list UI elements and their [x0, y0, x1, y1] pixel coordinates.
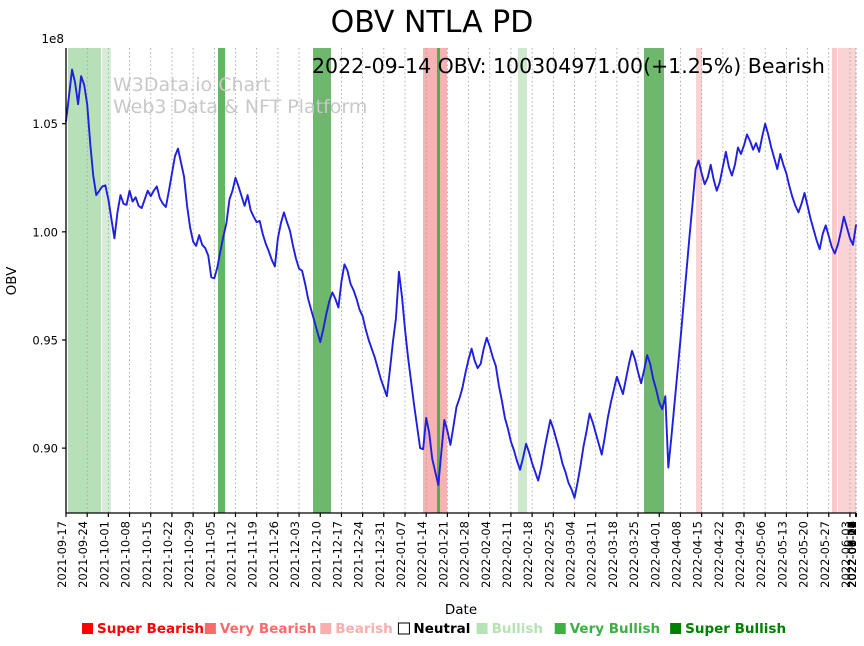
legend-label[interactable]: Bearish — [335, 621, 393, 637]
x-tick-label: 2022-06-10 — [845, 521, 859, 588]
x-tick-label: 2022-08-05 — [845, 521, 859, 588]
x-tick-label: 2021-11-26 — [267, 521, 281, 588]
legend-label[interactable]: Very Bullish — [570, 621, 660, 637]
sentiment-band — [437, 48, 440, 513]
x-tick-label: 2021-11-12 — [225, 521, 239, 588]
x-tick-label: 2022-01-14 — [415, 521, 429, 588]
sentiment-band — [644, 48, 664, 513]
legend-label[interactable]: Very Bearish — [220, 621, 317, 637]
x-tick-label: 2022-06-03 — [839, 521, 853, 588]
x-tick-label: 2022-09-02 — [845, 521, 859, 588]
x-tick-label: 2021-10-01 — [97, 521, 111, 588]
x-tick-label: 2022-02-18 — [521, 521, 535, 588]
y-tick-label: 1.00 — [32, 225, 58, 239]
sentiment-band — [838, 48, 856, 513]
x-axis-ticks: 2021-09-17 2021-09-24 2021-10-01 2021-10-08… — [55, 513, 859, 588]
x-tick-label: 2022-01-28 — [458, 521, 472, 588]
x-tick-label: 2022-08-12 — [845, 521, 859, 588]
x-tick-label: 2022-04-08 — [669, 521, 683, 588]
x-tick-label: 2022-05-20 — [797, 521, 811, 588]
x-tick-label: 2022-02-25 — [542, 521, 556, 588]
x-tick-label: 2021-12-24 — [352, 521, 366, 588]
sentiment-legend[interactable]: Super Bearish Very Bearish Bearish Neutral B… — [82, 621, 786, 637]
legend-swatch[interactable] — [554, 623, 566, 634]
obv-series-line — [65, 68, 857, 499]
sentiment-band — [68, 48, 101, 513]
x-tick-label: 2022-04-15 — [691, 521, 705, 588]
x-tick-label: 2022-07-22 — [845, 521, 859, 588]
x-tick-label: 2021-11-05 — [203, 521, 217, 588]
legend-label[interactable]: Super Bullish — [685, 621, 786, 637]
legend-swatch[interactable] — [320, 623, 332, 634]
watermark-line-1: W3Data.io Chart — [113, 74, 270, 96]
y-tick-label: 0.90 — [32, 442, 58, 456]
x-tick-label: 2022-06-17 — [845, 521, 859, 588]
legend-swatch[interactable] — [82, 623, 94, 634]
x-tick-label: 2022-08-26 — [845, 521, 859, 588]
x-tick-label: 2022-05-13 — [775, 521, 789, 588]
x-tick-label: 2021-12-17 — [330, 521, 344, 588]
x-tick-label: 2021-09-17 — [55, 521, 69, 588]
sentiment-band — [440, 48, 447, 513]
x-tick-label: 2021-12-10 — [309, 521, 323, 588]
x-axis-label: Date — [445, 602, 477, 618]
sentiment-band — [832, 48, 837, 513]
legend-swatch[interactable] — [670, 623, 682, 634]
x-tick-label: 2022-03-25 — [627, 521, 641, 588]
sentiment-band — [518, 48, 527, 513]
x-tick-label: 2021-12-03 — [288, 521, 302, 588]
sentiment-band — [102, 48, 111, 513]
chart-title: OBV NTLA PD — [331, 5, 534, 40]
sentiment-band — [313, 48, 331, 513]
x-tick-label: 2022-09-09 — [845, 521, 859, 588]
x-tick-label: 2022-05-27 — [818, 521, 832, 588]
x-tick-label: 2022-07-29 — [845, 521, 859, 588]
y-axis-offset-label: 1e8 — [41, 32, 64, 46]
plot-area-background — [66, 48, 856, 513]
x-tick-label: 2022-01-21 — [436, 521, 450, 588]
legend-swatch[interactable] — [397, 622, 410, 635]
x-tick-label: 2022-04-22 — [712, 521, 726, 588]
x-tick-label: 2022-07-01 — [845, 521, 859, 588]
x-tick-label: 2022-04-29 — [733, 521, 747, 588]
x-tick-label: 2021-11-19 — [246, 521, 260, 588]
x-tick-label: 2022-04-01 — [648, 521, 662, 588]
x-tick-label: 2022-02-11 — [500, 521, 514, 588]
x-tick-label: 2021-12-31 — [373, 521, 387, 588]
y-axis-ticks: 0.90 0.95 1.00 1.05 — [32, 117, 66, 456]
x-tick-label: 2022-03-04 — [564, 521, 578, 588]
legend-label[interactable]: Bullish — [492, 621, 543, 637]
x-tick-label: 2022-06-24 — [845, 521, 859, 588]
legend-swatch[interactable] — [476, 623, 488, 634]
sentiment-band — [696, 48, 702, 513]
legend-label[interactable]: Super Bearish — [97, 621, 204, 637]
x-tick-label: 2022-01-07 — [394, 521, 408, 588]
hover-annotation: 2022-09-14 OBV: 100304971.00(+1.25%) Bea… — [312, 54, 825, 78]
x-tick-label: 2022-07-08 — [845, 521, 859, 588]
sentiment-band — [218, 48, 225, 513]
x-tick-label: 2021-10-08 — [119, 521, 133, 588]
legend-swatch[interactable] — [204, 623, 216, 634]
x-tick-label: 2022-08-19 — [845, 521, 859, 588]
legend-label[interactable]: Neutral — [413, 621, 470, 637]
x-tick-label: 2022-02-04 — [479, 521, 493, 588]
x-tick-label: 2022-03-18 — [606, 521, 620, 588]
x-tick-label: 2021-10-29 — [182, 521, 196, 588]
x-tick-label: 2021-10-22 — [161, 521, 175, 588]
x-tick-label: 2022-05-06 — [754, 521, 768, 588]
y-axis-label: OBV — [4, 266, 20, 295]
y-tick-label: 1.05 — [32, 117, 58, 131]
x-tick-label: 2022-03-11 — [585, 521, 599, 588]
x-tick-label: 2021-10-15 — [140, 521, 154, 588]
axes-frame — [65, 48, 856, 514]
x-tick-label: 2022-07-15 — [845, 521, 859, 588]
x-tick-label: 2021-09-24 — [76, 521, 90, 588]
watermark-line-2: Web3 Data & NFT Platform — [113, 96, 367, 118]
y-tick-label: 0.95 — [32, 333, 58, 347]
x-tick-label: 2022-09-14 — [845, 521, 859, 588]
